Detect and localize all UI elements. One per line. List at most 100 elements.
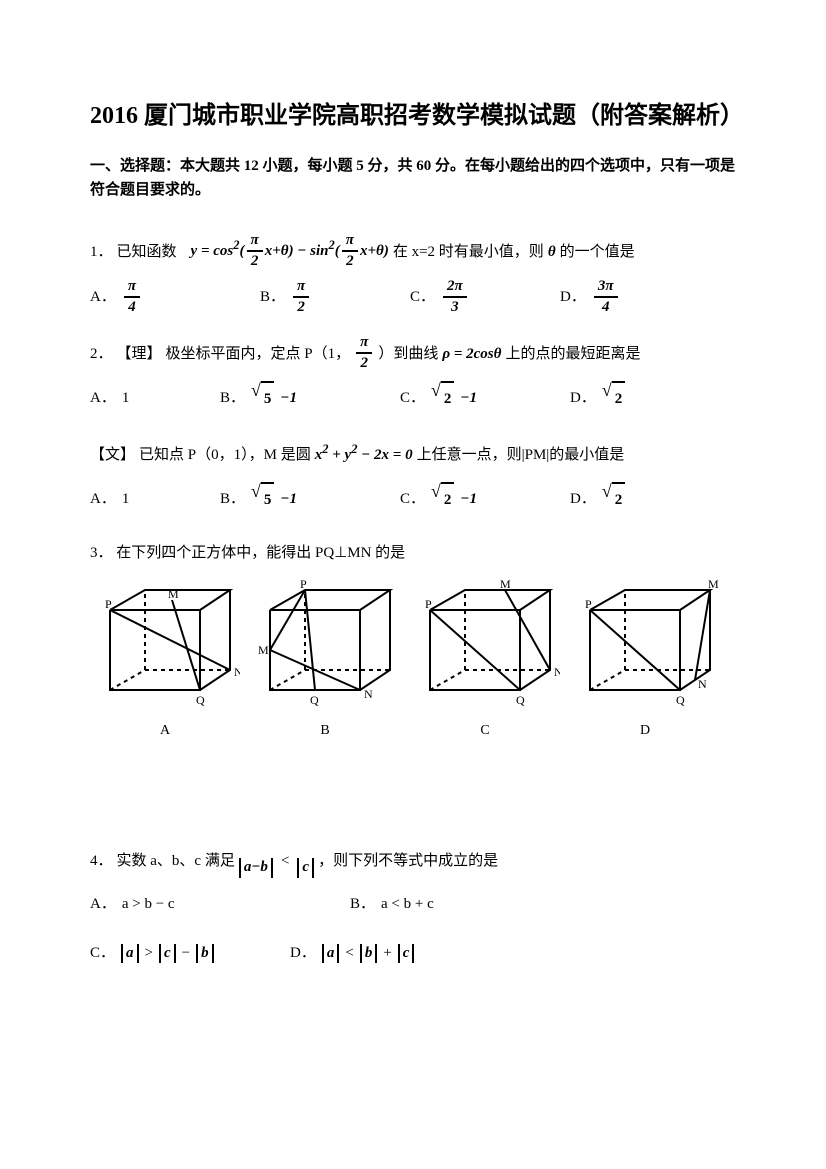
label-p: P — [300, 580, 307, 591]
opt-label: C． — [410, 281, 435, 314]
q1-opt-d[interactable]: D． 3π4 — [560, 279, 620, 315]
opt-tail: −1 — [460, 483, 477, 516]
cube-a-svg: P M N Q — [90, 580, 240, 710]
opt-label: D． — [560, 281, 586, 314]
q2w-pre: 已知点 P（0，1），M 是圆 — [139, 439, 311, 472]
question-3: 3． 在下列四个正方体中，能得出 PQ⊥MN 的是 P — [90, 537, 736, 747]
opt-rad: 2 — [612, 381, 626, 416]
cube-b[interactable]: P M N Q B — [250, 580, 400, 747]
q2-eq: = — [454, 346, 463, 362]
opt-num: 3π — [594, 279, 618, 298]
opt-rad: 2 — [612, 482, 626, 517]
page-title: 2016 厦门城市职业学院高职招考数学模拟试题（附答案解析） — [90, 100, 736, 134]
q2w-opt-c[interactable]: C． 2−1 — [400, 482, 570, 517]
label-m: M — [708, 580, 719, 591]
opt-label: D． — [570, 483, 596, 516]
sym-two: 2 — [247, 252, 263, 269]
sym-plus: + — [272, 243, 281, 259]
q1-opt-c[interactable]: C． 2π3 — [410, 279, 560, 315]
opt-label: A． — [90, 382, 116, 415]
q3-text: 在下列四个正方体中，能得出 PQ⊥MN 的是 — [116, 545, 405, 561]
sym-rp: ) — [289, 243, 294, 259]
q4-number: 4． — [90, 845, 113, 878]
cube-c-svg: P M N Q — [410, 580, 560, 710]
abs-c: c — [297, 858, 314, 878]
q2-opt-c[interactable]: C． 2−1 — [400, 381, 570, 416]
sym-plus2: + — [367, 243, 376, 259]
opt-label: B． — [220, 382, 245, 415]
q2w-opt-b[interactable]: B． 5−1 — [220, 482, 400, 517]
sym-eq: = — [201, 243, 210, 259]
opt-den: 4 — [124, 298, 140, 315]
label-p: P — [585, 597, 592, 611]
sym-rp2: ) — [384, 243, 389, 259]
sym-eq: = — [393, 447, 402, 463]
q4-opt-a[interactable]: A． a > b − c — [90, 888, 350, 921]
q1-post2: 的一个值是 — [560, 236, 635, 269]
q2w-opt-d[interactable]: D． 2 — [570, 482, 625, 517]
q2-two: 2 — [356, 354, 372, 371]
abs-b: b — [196, 944, 214, 964]
sym-theta: θ — [281, 243, 289, 259]
label-p: P — [425, 597, 432, 611]
q2-pi: π — [356, 335, 372, 354]
opt-rad: 2 — [441, 482, 455, 517]
label-q: Q — [310, 693, 319, 707]
sym-sq: 2 — [322, 442, 328, 456]
opt-label: A． — [90, 888, 116, 921]
q2-opt-b[interactable]: B． 5−1 — [220, 381, 400, 416]
opt-tail: −1 — [280, 382, 297, 415]
q1-opt-a[interactable]: A． π4 — [90, 279, 260, 315]
sym-sin: sin — [310, 243, 328, 259]
sym-sq2: 2 — [351, 442, 357, 456]
opt-val: 1 — [122, 382, 130, 415]
opt-den: 4 — [598, 298, 614, 315]
q1-opt-b[interactable]: B． π2 — [260, 279, 410, 315]
cube-d[interactable]: P M N Q D — [570, 580, 720, 747]
exam-page: 2016 厦门城市职业学院高职招考数学模拟试题（附答案解析） 一、选择题：本大题… — [0, 0, 826, 1050]
sym-plus: + — [332, 447, 341, 463]
cube-label-d: D — [570, 716, 720, 747]
sym-minus: − — [182, 937, 190, 970]
opt-label: C． — [400, 382, 425, 415]
label-q: Q — [196, 693, 205, 707]
label-m: M — [258, 643, 269, 657]
abs-c3: c — [398, 944, 415, 964]
cube-d-svg: P M N Q — [570, 580, 720, 710]
q2-tag: 【理】 — [117, 338, 162, 371]
sym-lt: < — [345, 937, 353, 970]
label-p: P — [105, 597, 112, 611]
opt-label: A． — [90, 483, 116, 516]
cube-label-a: A — [90, 716, 240, 747]
opt-label: D． — [570, 382, 596, 415]
sym-two2: 2 — [342, 252, 358, 269]
cube-label-c: C — [410, 716, 560, 747]
sym-cos: cos — [213, 243, 233, 259]
q2-pre: 极坐标平面内，定点 P（1， — [166, 338, 351, 371]
q4-post: ，则下列不等式中成立的是 — [318, 845, 498, 878]
q4-opt-c[interactable]: C． a > c − b — [90, 937, 290, 970]
q1-number: 1． — [90, 236, 113, 269]
opt-label: B． — [350, 888, 375, 921]
opt-num: π — [124, 279, 140, 298]
abs-a: a — [121, 944, 139, 964]
q4-opt-b[interactable]: B． a < b + c — [350, 888, 434, 921]
opt-rad: 2 — [441, 381, 455, 416]
cube-b-svg: P M N Q — [250, 580, 400, 710]
abs-c2: c — [159, 944, 176, 964]
q2w-opt-a[interactable]: A． 1 — [90, 482, 220, 517]
label-n: N — [698, 677, 707, 691]
q2w-post: 上任意一点，则|PM|的最小值是 — [417, 439, 625, 472]
label-m: M — [168, 587, 179, 601]
cube-a[interactable]: P M N Q A — [90, 580, 240, 747]
cube-c[interactable]: P M N Q C — [410, 580, 560, 747]
sym-x2: x — [382, 447, 390, 463]
label-m: M — [500, 580, 511, 591]
q4-opt-d[interactable]: D． a < b + c — [290, 937, 414, 970]
opt-label: C． — [90, 937, 115, 970]
question-2-wen: 【文】 已知点 P（0，1），M 是圆 x2 + y2 − 2x = 0 上任意… — [90, 436, 736, 517]
q2-number: 2． — [90, 338, 113, 371]
q2-opt-a[interactable]: A． 1 — [90, 381, 220, 416]
q2-opt-d[interactable]: D． 2 — [570, 381, 625, 416]
q2-mid: ）到曲线 — [378, 338, 438, 371]
